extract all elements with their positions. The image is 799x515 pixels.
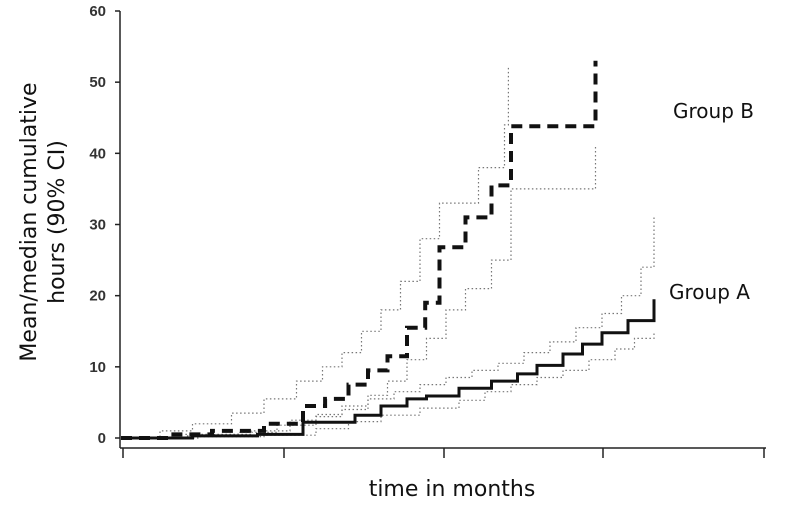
series-group-a-90-ci-lower [121,331,655,439]
y-tick-label: 10 [89,359,106,376]
y-axis-title: Mean/median cumulative hours (90% CI) [17,82,70,361]
y-tick-label: 30 [89,217,106,234]
y-tick-label: 60 [89,3,106,20]
y-tick-label: 20 [89,288,106,305]
y-tick-label: 50 [89,74,106,91]
series-layer [121,60,656,440]
group-b-label: Group B [673,99,754,123]
group-a-label: Group A [669,280,750,304]
series-group-a [121,299,656,440]
x-axis-title: time in months [369,477,536,502]
series-group-b-90-ci-upper [121,67,509,439]
axes: 0 10 20 30 40 50 60 [89,3,766,458]
y-tick-label: 40 [89,145,106,162]
y-axis-title-line: Mean/median cumulative [17,82,42,361]
series-group-b [121,60,598,440]
series-group-a-90-ci-upper [121,217,655,439]
y-axis-title-line: hours (90% CI) [45,140,70,304]
series-group-b-90-ci-lower [121,146,597,439]
y-tick-label: 0 [98,430,106,447]
